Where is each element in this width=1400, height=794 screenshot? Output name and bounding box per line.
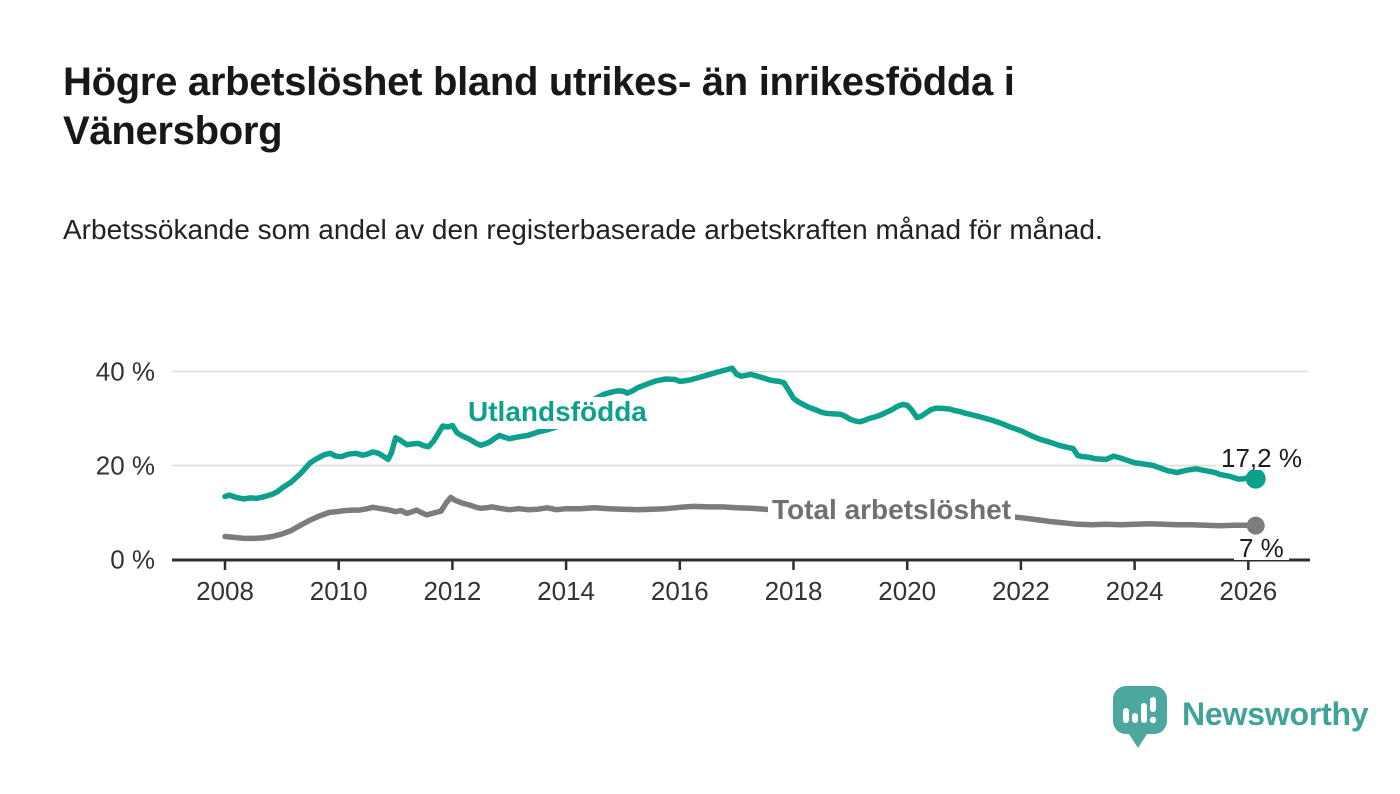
- x-axis-tick-label: 2008: [196, 576, 254, 606]
- series-end-dot-total: [1246, 516, 1265, 535]
- x-axis-tick-label: 2026: [1219, 576, 1277, 606]
- x-axis-tick-label: 2018: [765, 576, 823, 606]
- y-axis-tick-label: 20 %: [96, 451, 155, 481]
- x-axis-tick-label: 2016: [651, 576, 709, 606]
- brand-name: Newsworthy: [1182, 695, 1369, 732]
- y-axis-tick-label: 0 %: [110, 545, 155, 575]
- x-axis-tick-label: 2020: [878, 576, 936, 606]
- chart-title: Högre arbetslöshet bland utrikes- än inr…: [63, 60, 1015, 153]
- x-axis-tick-label: 2022: [992, 576, 1050, 606]
- speech-bubble-bar-chart-icon: [1113, 686, 1167, 748]
- x-axis-tick-label: 2012: [423, 576, 481, 606]
- series-label-utlandsfodda: Utlandsfödda: [464, 397, 651, 429]
- series-end-dot-utlandsfodda: [1245, 468, 1266, 489]
- end-value-label-utlandsfodda: 17,2 %: [1216, 445, 1307, 471]
- series-line-total-arbetsloshet: [222, 494, 1259, 542]
- end-value-label-total: 7 %: [1234, 535, 1289, 561]
- x-axis-tick-label: 2024: [1106, 576, 1164, 606]
- chart-subtitle: Arbetssökande som andel av den registerb…: [63, 214, 1103, 245]
- x-axis-tick-label: 2014: [537, 576, 595, 606]
- x-axis-tick-label: 2010: [310, 576, 368, 606]
- series-line-utlandsfodda: [222, 365, 1259, 502]
- series-label-total-arbetsloshet: Total arbetslöshet: [768, 495, 1016, 527]
- newsworthy-logo: Newsworthy: [1113, 686, 1369, 748]
- y-axis-tick-label: 40 %: [96, 357, 155, 387]
